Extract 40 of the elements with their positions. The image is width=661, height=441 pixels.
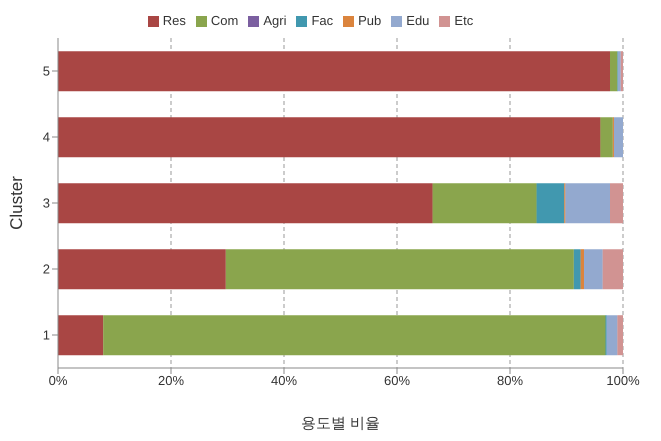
legend-label: Edu bbox=[406, 13, 430, 28]
bar bbox=[103, 315, 606, 356]
bar bbox=[584, 249, 603, 290]
bar bbox=[226, 249, 574, 290]
legend-label: Pub bbox=[358, 13, 382, 28]
bar bbox=[574, 249, 581, 290]
y-axis-title: Cluster bbox=[7, 176, 26, 230]
x-tick-label: 20% bbox=[158, 373, 184, 388]
x-tick-label: 80% bbox=[496, 373, 524, 388]
x-tick-label: 0% bbox=[48, 373, 68, 388]
bar bbox=[610, 51, 618, 92]
bar bbox=[610, 183, 623, 224]
bar bbox=[58, 315, 104, 356]
x-axis-title: 용도별 비율 bbox=[300, 415, 380, 432]
legend-label: Com bbox=[210, 13, 238, 28]
y-tick-label: 3 bbox=[42, 196, 50, 211]
x-tick-label: 40% bbox=[270, 373, 298, 388]
x-tick-label: 100% bbox=[606, 373, 640, 388]
bar bbox=[614, 117, 623, 158]
x-tick-label: 60% bbox=[384, 373, 410, 388]
bar bbox=[600, 117, 613, 158]
bar bbox=[606, 315, 618, 356]
legend-label: Res bbox=[162, 13, 186, 28]
bar bbox=[617, 315, 623, 356]
y-tick-label: 4 bbox=[42, 130, 50, 145]
bar bbox=[580, 249, 584, 290]
bar bbox=[58, 183, 433, 224]
bar bbox=[565, 183, 610, 224]
legend-label: Etc bbox=[454, 13, 474, 28]
bar bbox=[58, 117, 600, 158]
y-tick-label: 2 bbox=[42, 262, 50, 277]
bar bbox=[58, 249, 226, 290]
bar bbox=[58, 51, 610, 92]
legend-label: Agri bbox=[263, 13, 286, 28]
bar bbox=[432, 183, 537, 224]
legend-label: Fac bbox=[311, 13, 334, 28]
bar bbox=[602, 249, 623, 290]
y-tick-label: 1 bbox=[42, 328, 50, 343]
y-tick-label: 5 bbox=[42, 64, 50, 79]
bar bbox=[536, 183, 564, 224]
